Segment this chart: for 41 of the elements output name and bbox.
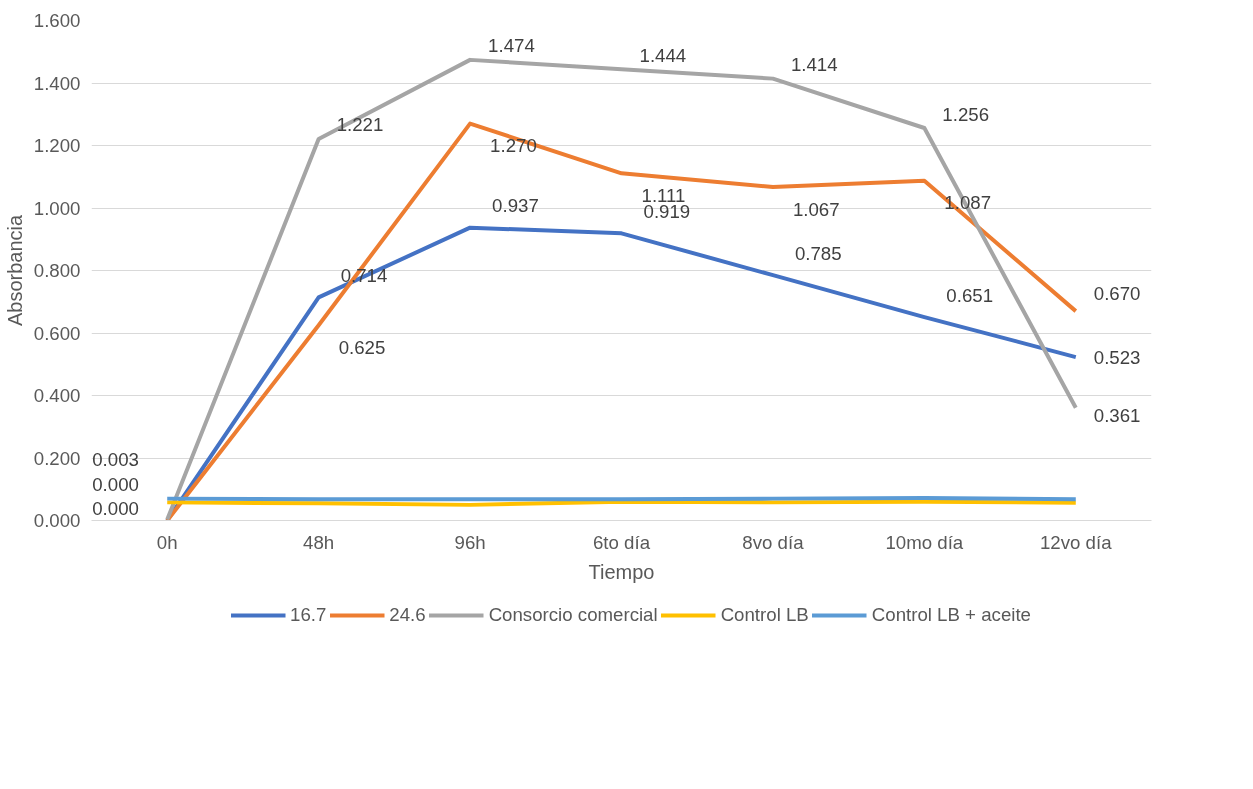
data-label: 1.444 bbox=[639, 44, 687, 66]
data-label: 1.414 bbox=[790, 54, 838, 76]
y-tick-label: 1.600 bbox=[33, 10, 81, 31]
data-label: 1.474 bbox=[488, 35, 535, 57]
y-tick-label: 0.600 bbox=[33, 322, 81, 344]
y-tick-label: 1.200 bbox=[33, 135, 81, 156]
x-axis-title: Tiempo bbox=[588, 560, 655, 583]
data-label: 0.785 bbox=[794, 242, 842, 264]
y-tick-label: 0.200 bbox=[33, 447, 81, 469]
data-label: 0.000 bbox=[92, 498, 139, 519]
data-label: 0.937 bbox=[492, 195, 539, 217]
y-axis-title: Absorbancia bbox=[3, 214, 26, 327]
x-tick-label: 96h bbox=[454, 531, 486, 553]
data-label: 0.523 bbox=[1093, 346, 1141, 368]
x-tick-label: 48h bbox=[303, 531, 335, 553]
data-label: 1.067 bbox=[792, 198, 840, 220]
data-label: 1.270 bbox=[490, 135, 537, 157]
x-tick-label: 12vo día bbox=[1040, 531, 1113, 553]
data-label: 0.361 bbox=[1093, 405, 1141, 427]
legend-label: 24.6 bbox=[389, 604, 426, 626]
x-tick-label: 8vo día bbox=[742, 531, 805, 553]
legend-label: 16.7 bbox=[290, 604, 327, 626]
data-label: 0.625 bbox=[338, 336, 386, 358]
data-label: 1.111 bbox=[641, 184, 686, 206]
x-tick-label: 6to día bbox=[592, 531, 651, 553]
y-tick-label: 0.000 bbox=[33, 510, 81, 531]
y-tick-label: 0.800 bbox=[33, 260, 81, 281]
data-label: 0.003 bbox=[92, 449, 139, 471]
data-label: 0.670 bbox=[1093, 282, 1141, 304]
x-tick-label: 0h bbox=[156, 531, 178, 553]
legend-label: Control LB + aceite bbox=[871, 604, 1031, 626]
data-label: 0.000 bbox=[92, 474, 139, 495]
legend-label: Consorcio comercial bbox=[488, 604, 658, 626]
data-label: 0.651 bbox=[946, 284, 994, 306]
y-tick-label: 0.400 bbox=[33, 385, 81, 406]
data-label: 1.256 bbox=[942, 103, 990, 125]
legend-label: Control LB bbox=[720, 604, 809, 626]
y-tick-label: 1.400 bbox=[33, 72, 81, 94]
x-tick-label: 10mo día bbox=[885, 531, 964, 553]
y-tick-label: 1.000 bbox=[33, 197, 81, 219]
data-label: 1.221 bbox=[336, 114, 384, 136]
